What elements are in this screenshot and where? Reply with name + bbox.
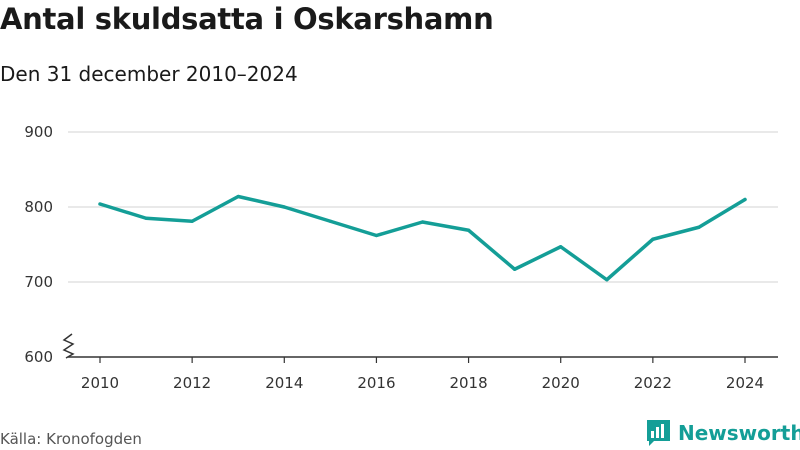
gridlines bbox=[68, 131, 778, 358]
axis-break-icon bbox=[62, 333, 75, 359]
x-tick-label: 2012 bbox=[173, 374, 211, 392]
data-point bbox=[743, 197, 747, 202]
brand-logo: Newsworthy bbox=[645, 419, 800, 447]
x-tick-label: 2024 bbox=[726, 374, 764, 392]
data-point bbox=[98, 202, 102, 206]
data-point bbox=[420, 220, 425, 224]
x-tick-label: 2010 bbox=[81, 374, 119, 392]
x-tick-label: 2018 bbox=[449, 374, 487, 392]
data-point bbox=[144, 216, 148, 220]
data-point bbox=[282, 205, 286, 209]
data-point bbox=[697, 225, 701, 229]
data-point bbox=[605, 278, 609, 282]
y-tick-label: 700 bbox=[24, 273, 53, 291]
bar-chart-speech-bubble-icon bbox=[647, 420, 670, 446]
chart-title: Antal skuldsatta i Oskarshamn bbox=[0, 2, 494, 36]
data-point bbox=[513, 267, 517, 271]
data-point bbox=[236, 194, 240, 199]
y-tick-label: 900 bbox=[24, 123, 53, 141]
y-tick-label: 600 bbox=[24, 348, 53, 366]
brand-name: Newsworthy bbox=[678, 421, 800, 445]
source-label: Källa: Kronofogden bbox=[0, 430, 142, 448]
y-tick-label: 800 bbox=[24, 198, 53, 216]
series-lines bbox=[98, 194, 747, 282]
chart-subtitle: Den 31 december 2010–2024 bbox=[0, 62, 298, 86]
x-tick-label: 2016 bbox=[357, 374, 395, 392]
y-axis-ticks: 600 700 800 900 bbox=[24, 123, 53, 366]
series-line bbox=[98, 194, 747, 282]
data-point bbox=[190, 219, 194, 223]
data-point bbox=[651, 237, 655, 241]
axis-break-zigzag bbox=[62, 333, 75, 359]
data-point bbox=[328, 219, 332, 223]
line-chart: 600 700 800 900 2010 2012 2014 2016 2018 2020 202… bbox=[24, 123, 778, 392]
data-point bbox=[559, 245, 563, 249]
x-tick-label: 2014 bbox=[265, 374, 303, 392]
x-tick-label: 2022 bbox=[634, 374, 672, 392]
x-tick-label: 2020 bbox=[542, 374, 580, 392]
data-point bbox=[374, 233, 379, 238]
x-axis: 2010 2012 2014 2016 2018 2020 2022 2024 bbox=[81, 357, 764, 392]
data-point bbox=[466, 228, 471, 232]
